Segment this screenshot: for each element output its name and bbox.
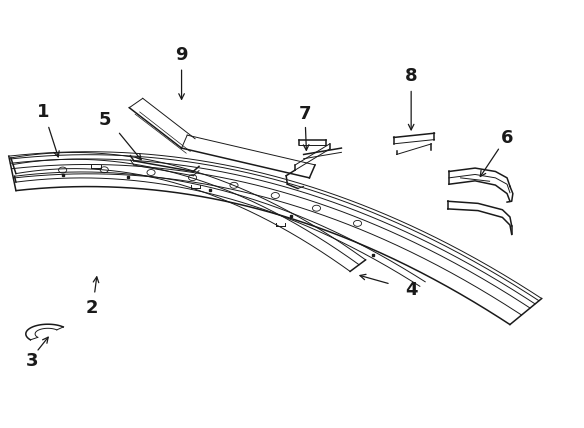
Text: 2: 2 — [85, 299, 98, 317]
Text: 1: 1 — [37, 103, 50, 121]
Text: 7: 7 — [299, 105, 312, 123]
Text: 8: 8 — [405, 67, 418, 85]
Text: 5: 5 — [99, 111, 111, 129]
Text: 4: 4 — [405, 281, 418, 299]
Text: 3: 3 — [26, 352, 39, 370]
Text: 9: 9 — [175, 45, 188, 63]
Text: 6: 6 — [501, 129, 513, 147]
